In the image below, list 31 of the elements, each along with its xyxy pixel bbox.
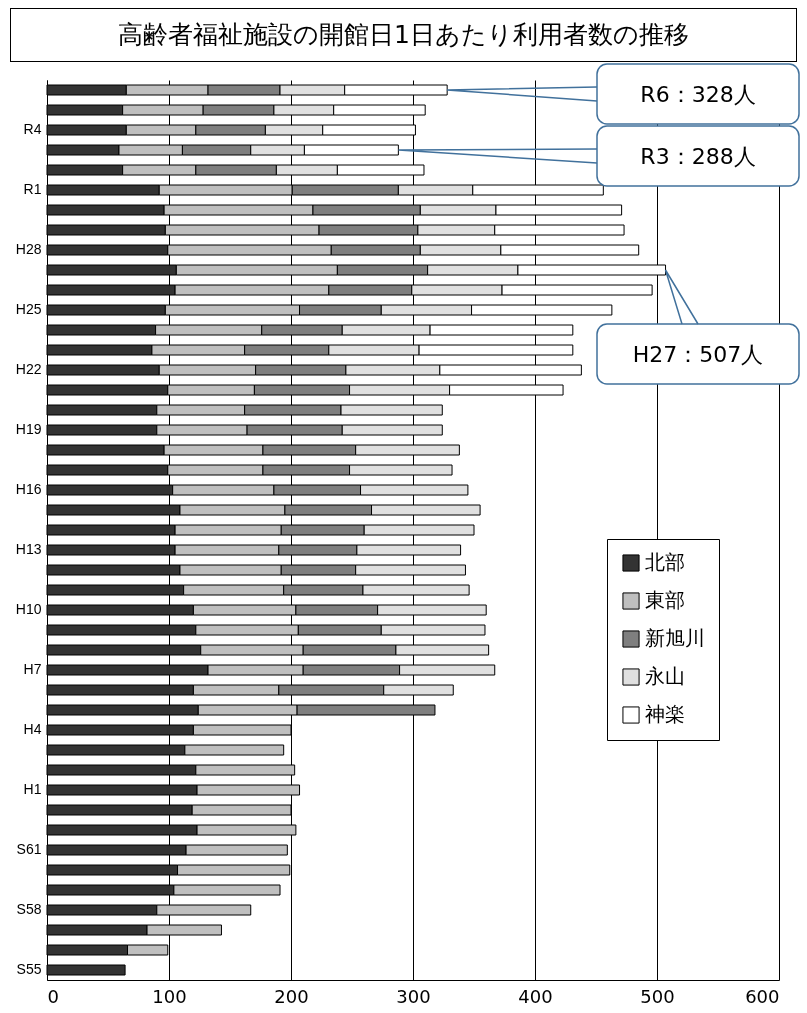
y-tick-label: S55	[16, 961, 42, 977]
y-tick-label: H28	[15, 241, 42, 257]
x-tick-label: 400	[518, 985, 553, 1007]
annotation: R3：288人	[640, 143, 756, 169]
y-tick-label: S58	[16, 901, 42, 917]
y-tick-label: S61	[16, 841, 42, 857]
legend-label: 永山	[645, 664, 685, 688]
y-tick-label: H10	[15, 601, 42, 617]
x-tick-label: 200	[274, 985, 309, 1007]
y-tick-label: H16	[15, 481, 42, 497]
y-tick-label: H22	[15, 361, 42, 377]
y-tick-label: H19	[15, 421, 42, 437]
y-tick-label: H7	[23, 661, 42, 677]
x-tick-label: 600	[745, 985, 780, 1007]
x-tick-label: 0	[47, 985, 59, 1007]
x-tick-label: 300	[396, 985, 431, 1007]
y-tick-label: H4	[23, 721, 42, 737]
y-tick-label: H25	[15, 301, 42, 317]
annotation: H27：507人	[632, 341, 764, 367]
y-tick-label: R4	[23, 121, 42, 137]
legend-label: 神楽	[645, 702, 685, 726]
x-tick-label: 500	[640, 985, 675, 1007]
annotation: R6：328人	[640, 81, 756, 107]
legend-label: 新旭川	[645, 626, 705, 650]
chart-title: 高齢者福祉施設の開館日1日あたり利用者数の推移	[10, 8, 797, 62]
y-tick-label: H13	[15, 541, 42, 557]
y-tick-label: H1	[23, 781, 42, 797]
x-tick-label: 100	[152, 985, 187, 1007]
legend-label: 北部	[645, 550, 685, 574]
y-tick-label: R1	[23, 181, 42, 197]
legend-label: 東部	[645, 588, 685, 612]
